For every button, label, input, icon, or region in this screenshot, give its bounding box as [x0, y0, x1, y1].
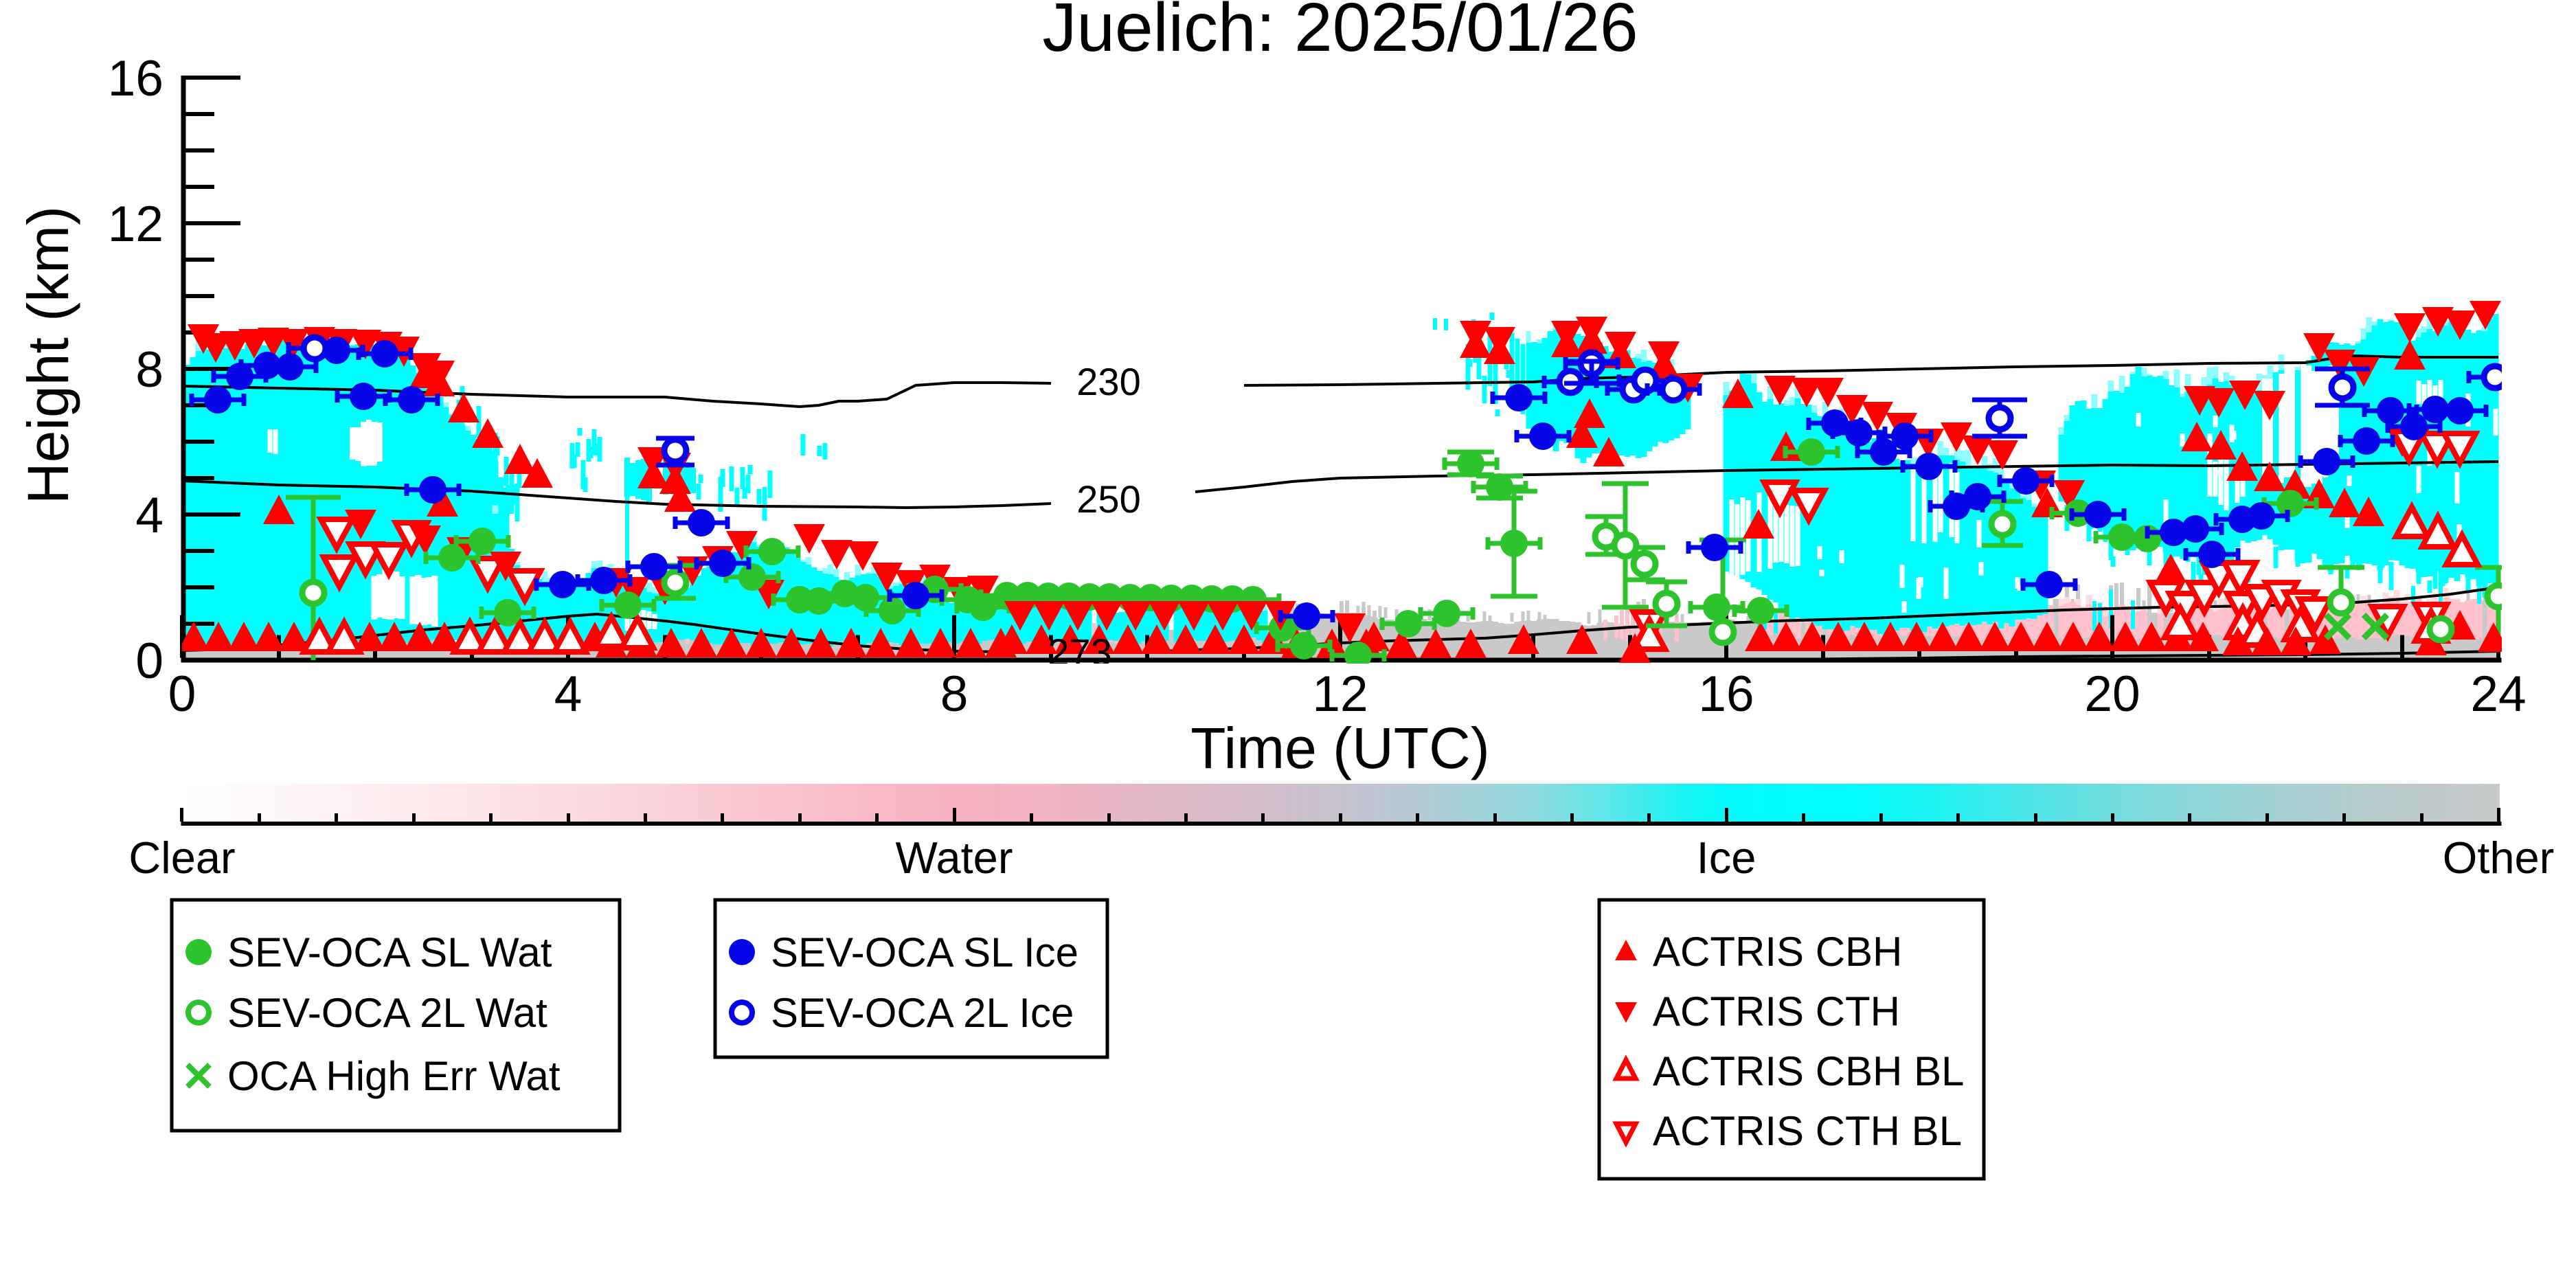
- svg-text:0: 0: [135, 633, 163, 689]
- svg-text:SEV-OCA 2L Wat: SEV-OCA 2L Wat: [227, 990, 547, 1036]
- svg-text:250: 250: [1076, 477, 1140, 521]
- svg-text:16: 16: [108, 51, 163, 106]
- svg-text:SEV-OCA SL Wat: SEV-OCA SL Wat: [227, 929, 552, 975]
- svg-text:4: 4: [135, 488, 163, 543]
- svg-text:8: 8: [135, 342, 163, 398]
- svg-text:4: 4: [554, 666, 583, 722]
- svg-text:12: 12: [108, 196, 163, 252]
- svg-text:ACTRIS CTH: ACTRIS CTH: [1653, 988, 1900, 1035]
- svg-text:ACTRIS CTH BL: ACTRIS CTH BL: [1653, 1108, 1962, 1154]
- svg-text:Ice: Ice: [1697, 833, 1756, 883]
- svg-text:230: 230: [1076, 360, 1140, 403]
- svg-text:Time (UTC): Time (UTC): [1190, 716, 1489, 780]
- svg-text:Height (km): Height (km): [16, 206, 80, 504]
- svg-text:SEV-OCA SL Ice: SEV-OCA SL Ice: [771, 929, 1078, 975]
- svg-text:SEV-OCA 2L Ice: SEV-OCA 2L Ice: [771, 990, 1074, 1036]
- svg-text:273: 273: [1048, 631, 1111, 674]
- svg-text:Water: Water: [896, 833, 1013, 883]
- svg-text:24: 24: [2470, 666, 2526, 722]
- svg-text:16: 16: [1698, 666, 1754, 722]
- svg-text:20: 20: [2084, 666, 2140, 722]
- svg-text:Clear: Clear: [128, 833, 235, 883]
- svg-text:Other: Other: [2443, 833, 2555, 883]
- svg-text:12: 12: [1312, 666, 1368, 722]
- svg-text:ACTRIS CBH: ACTRIS CBH: [1653, 929, 1902, 975]
- svg-text:ACTRIS CBH BL: ACTRIS CBH BL: [1653, 1048, 1964, 1094]
- svg-text:0: 0: [168, 666, 196, 722]
- svg-text:Juelich: 2025/01/26: Juelich: 2025/01/26: [1042, 0, 1638, 66]
- svg-text:8: 8: [940, 666, 969, 722]
- svg-text:OCA High Err Wat: OCA High Err Wat: [227, 1053, 561, 1099]
